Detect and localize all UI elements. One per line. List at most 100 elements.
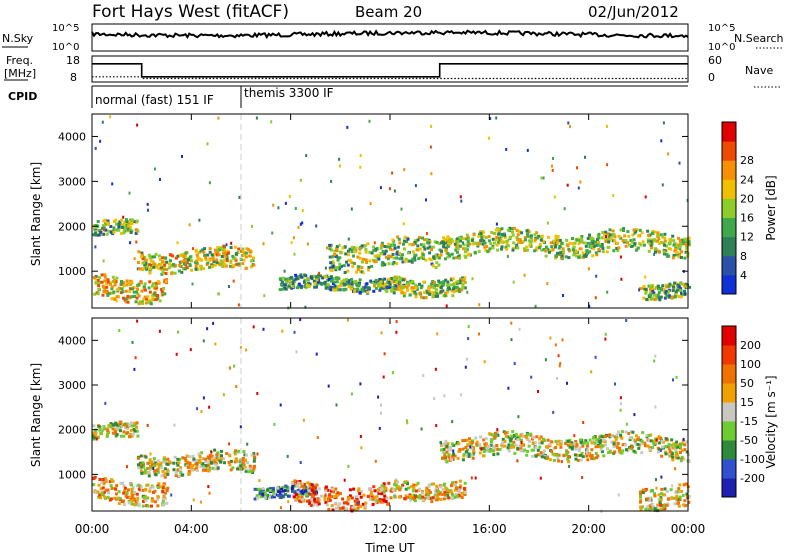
echo-cell	[633, 242, 637, 246]
echo-cell	[120, 287, 124, 291]
echo-cell	[162, 267, 166, 271]
echo-cell	[199, 267, 203, 271]
echo-cell	[326, 488, 330, 492]
echo-cell	[606, 238, 609, 241]
echo-cell	[204, 256, 208, 260]
echo-cell	[687, 242, 691, 246]
echo-cell	[497, 230, 501, 234]
echo-cell	[177, 330, 180, 334]
echo-cell	[428, 292, 432, 296]
echo-cell	[570, 447, 574, 451]
echo-cell	[621, 239, 625, 242]
echo-cell	[280, 283, 283, 287]
echo-cell	[676, 490, 680, 494]
echo-cell	[232, 279, 235, 283]
echo-cell	[137, 282, 141, 286]
echo-cell	[437, 279, 441, 283]
echo-cell	[655, 297, 659, 301]
echo-cell	[193, 467, 196, 471]
echo-cell	[247, 470, 251, 474]
echo-cell	[589, 454, 593, 458]
echo-cell	[124, 300, 128, 304]
echo-cell	[464, 446, 468, 450]
echo-cell	[656, 284, 660, 288]
echo-cell	[395, 252, 399, 256]
echo-cell	[148, 263, 151, 267]
echo-cell	[609, 434, 613, 438]
echo-cell	[657, 435, 661, 439]
echo-cell	[662, 252, 666, 256]
echo-cell	[362, 271, 365, 275]
echo-cell	[656, 446, 660, 450]
nsky-trace	[91, 29, 689, 40]
echo-cell	[679, 243, 683, 247]
nsky-label: N.Sky	[2, 32, 34, 45]
echo-cell	[627, 234, 631, 238]
echo-cell	[346, 269, 350, 273]
colorbar-segment	[722, 198, 736, 219]
echo-cell	[360, 446, 363, 450]
echo-cell	[525, 245, 529, 249]
colorbar-tick-label: -15	[740, 415, 758, 428]
echo-cell	[353, 499, 357, 503]
echo-cell	[115, 433, 119, 436]
echo-cell	[656, 234, 660, 237]
echo-cell	[589, 237, 593, 241]
echo-cell	[412, 242, 415, 246]
echo-cell	[173, 271, 177, 275]
echo-cell	[200, 500, 202, 504]
echo-cell	[466, 235, 470, 239]
echo-cell	[369, 279, 373, 283]
colorbar-segment	[722, 179, 736, 199]
echo-cell	[132, 290, 136, 294]
echo-cell	[453, 495, 457, 499]
echo-cell	[276, 490, 280, 494]
echo-cell	[471, 242, 475, 246]
echo-cell	[148, 290, 152, 294]
echo-cell	[296, 276, 299, 280]
echo-cell	[612, 445, 616, 449]
echo-cell	[296, 490, 299, 494]
echo-cell	[159, 265, 163, 269]
echo-cell	[467, 452, 471, 456]
echo-cell	[198, 264, 202, 268]
echo-cell	[590, 457, 594, 460]
echo-cell	[297, 481, 301, 485]
echo-cell	[140, 471, 144, 475]
echo-cell	[501, 445, 505, 449]
echo-cell	[682, 242, 686, 246]
echo-cell	[645, 297, 649, 301]
echo-cell	[526, 234, 530, 238]
echo-cell	[508, 226, 512, 230]
echo-cell	[232, 256, 236, 260]
echo-cell	[196, 256, 200, 260]
echo-cell	[183, 260, 187, 264]
echo-cell	[245, 453, 249, 457]
echo-cell	[601, 250, 605, 254]
echo-cell	[364, 258, 368, 262]
echo-cell	[408, 242, 412, 246]
echo-cell	[678, 495, 682, 499]
echo-cell	[262, 242, 265, 246]
echo-cell	[117, 490, 121, 494]
echo-cell	[441, 443, 445, 446]
echo-cell	[368, 119, 371, 123]
echo-cell	[456, 247, 460, 251]
echo-cell	[659, 233, 663, 237]
echo-cell	[370, 494, 374, 498]
echo-cell	[373, 284, 376, 288]
echo-cell	[164, 280, 168, 284]
echo-cell	[100, 491, 104, 495]
echo-cell	[649, 489, 653, 493]
echo-cell	[213, 263, 217, 267]
echo-cell	[307, 491, 311, 495]
echo-cell	[417, 487, 421, 491]
echo-cell	[94, 280, 98, 284]
echo-cell	[293, 479, 297, 483]
echo-cell	[105, 433, 109, 437]
echo-cell	[398, 251, 402, 255]
echo-cell	[136, 319, 139, 323]
echo-cell	[125, 297, 129, 301]
echo-cell	[211, 466, 215, 470]
echo-cell	[542, 449, 546, 453]
